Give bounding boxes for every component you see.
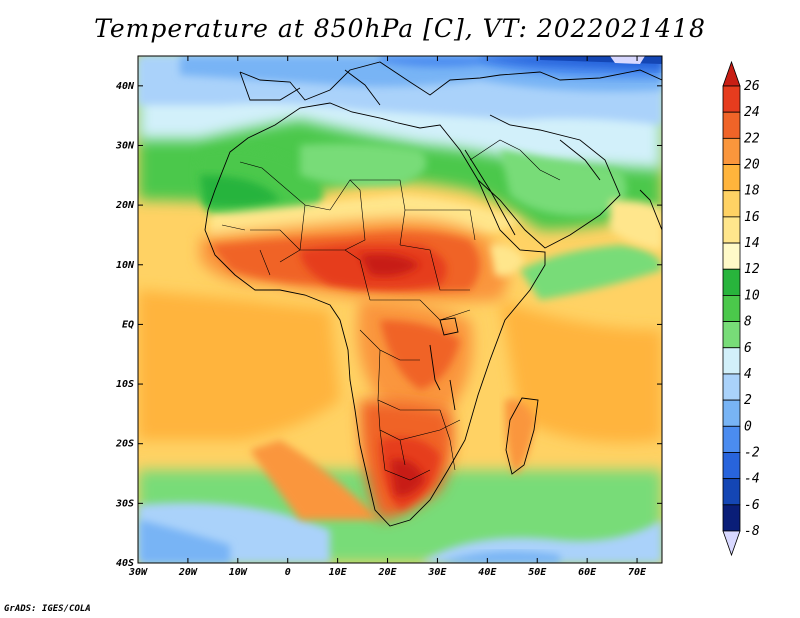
colorbar-box [722,373,741,401]
colorbar-label: 10 [744,288,760,303]
colorbar-box [722,164,741,192]
persian-gulf [559,139,601,181]
colorbar-box [722,85,741,113]
colorbar-label: 14 [744,236,760,251]
x-tick-label: 20W [178,567,198,578]
temperature-field [138,56,662,563]
colorbar-label: 20 [744,158,760,173]
colorbar-label: -6 [744,498,760,513]
y-tick-label: EQ [122,319,134,330]
x-tick-label: 50E [528,567,547,578]
map-frame [137,55,663,564]
colorbar-box [722,504,741,532]
colorbar-box [722,216,741,244]
colorbar-box [722,347,741,375]
colorbar-box [722,452,741,480]
iberia [239,71,301,101]
colorbar-box [722,399,741,427]
colorbar-label: 26 [744,79,760,94]
india-coast [639,189,662,231]
x-tick-label: 10E [329,567,348,578]
y-tick-label: 40N [116,81,135,92]
lake-tanganyika [429,344,441,391]
colorbar-box [722,268,741,296]
x-tick-label: 20E [377,567,397,578]
colorbar-box [722,425,741,453]
y-tick-label: 10S [116,379,134,390]
colorbar-label: 0 [744,419,752,434]
x-tick-label: 30W [128,567,148,578]
x-tick-label: 10W [229,567,248,578]
colorbar-label: -4 [744,472,760,487]
colorbar-box [722,111,741,139]
y-tick-label: 20S [115,439,134,450]
colorbar-box [722,478,741,506]
colorbar-box [722,242,741,270]
red-sea [464,149,516,236]
africa-coastline [204,102,546,527]
colorbar-bottom-triangle [722,530,741,557]
colorbar-box [722,190,741,218]
x-tick-label: 70E [628,567,647,578]
x-tick-label: 60E [578,567,597,578]
italy [344,69,381,106]
colorbar-top-triangle [722,60,741,87]
longitude-axis: 30W 20W 10W 0 10E 20E 30E 40E 50E 60E 70E [128,56,647,578]
x-tick-label: 0 [285,567,291,578]
colorbar-box [722,137,741,165]
y-tick-label: 20N [115,200,135,211]
chart-title: Temperature at 850hPa [C], VT: 202202141… [94,14,706,43]
x-tick-label: 30E [427,567,447,578]
arabia-coast [477,114,621,249]
europe-coast [239,61,662,101]
colorbar-label: 16 [744,210,760,225]
latitude-axis: 40N 30N 20N 10N EQ 10S 20S 30S 40S [115,81,662,569]
colorbar-label: 6 [744,341,752,356]
y-tick-label: 30N [115,140,135,151]
y-tick-label: 40S [116,558,134,569]
colorbar-box [722,321,741,349]
colorbar-label: -2 [744,445,760,460]
colorbar-label: -8 [744,524,760,539]
lake-victoria [439,317,459,336]
lake-malawi [449,379,456,411]
colorbar-label: 8 [744,315,752,330]
country-borders [221,139,561,481]
colorbar-label: 24 [744,105,760,120]
coastlines [204,61,662,527]
madagascar-coast [505,397,539,475]
colorbar-label: 22 [744,131,760,146]
y-tick-label: 30S [115,498,134,509]
colorbar-label: 18 [744,184,760,199]
y-tick-label: 10N [116,260,135,271]
credit-label: GrADS: IGES/COLA [4,604,91,614]
x-tick-label: 40E [478,567,497,578]
colorbar-label: 4 [744,367,752,382]
colorbar-box [722,295,741,322]
colorbar-label: 2 [744,393,752,408]
colorbar-label: 12 [744,262,760,277]
